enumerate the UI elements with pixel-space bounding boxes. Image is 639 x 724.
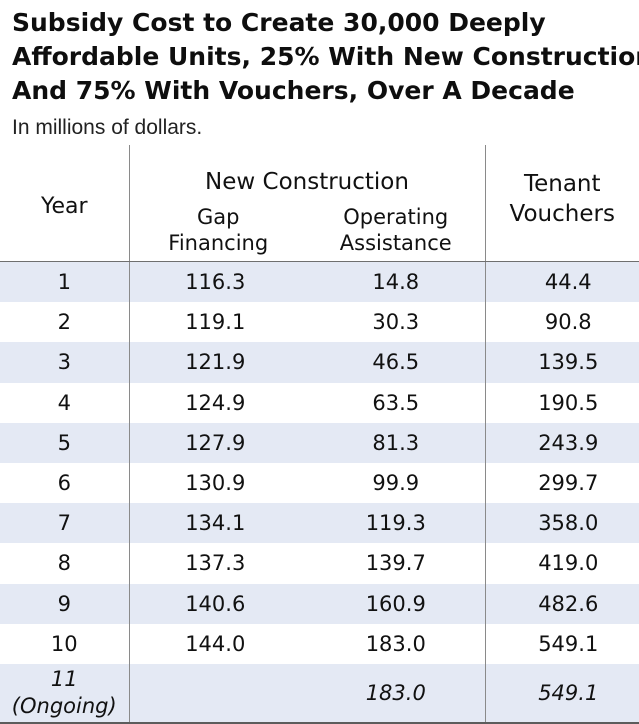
cell-year: 10 [0, 624, 129, 664]
cell-year: 2 [0, 302, 129, 342]
cell-tenant-vouchers: 549.1 [485, 624, 639, 664]
cell-year: 3 [0, 342, 129, 382]
cell-gap-financing: 124.9 [129, 383, 307, 423]
table-row: 4 124.9 63.5 190.5 [0, 383, 639, 423]
header-vouchers-line-1: Tenant [486, 169, 639, 199]
header-gap-line-2: Financing [130, 230, 308, 256]
cell-operating-assistance: 183.0 [307, 624, 485, 664]
table-row: 5 127.9 81.3 243.9 [0, 423, 639, 463]
cell-year: 8 [0, 543, 129, 583]
title-line-1: Subsidy Cost to Create 30,000 Deeply [12, 6, 632, 40]
cell-year: 7 [0, 503, 129, 543]
cell-operating-assistance: 183.0 [307, 664, 485, 723]
cell-tenant-vouchers: 139.5 [485, 342, 639, 382]
header-op-line-1: Operating [307, 204, 485, 230]
header-tenant-vouchers: Tenant Vouchers [485, 145, 639, 262]
cell-operating-assistance: 14.8 [307, 262, 485, 303]
header-new-construction-label: New Construction [205, 169, 409, 195]
table-row: 3 121.9 46.5 139.5 [0, 342, 639, 382]
cell-tenant-vouchers: 243.9 [485, 423, 639, 463]
table-title: Subsidy Cost to Create 30,000 Deeply Aff… [12, 6, 632, 108]
table-subtitle: In millions of dollars. [12, 116, 202, 140]
ongoing-year-number: 11 [0, 666, 129, 693]
table-header: Year New Construction Tenant Vouchers Ga… [0, 145, 639, 262]
cell-tenant-vouchers: 419.0 [485, 543, 639, 583]
table-row: 10 144.0 183.0 549.1 [0, 624, 639, 664]
table-row: 7 134.1 119.3 358.0 [0, 503, 639, 543]
header-operating-assistance: Operating Assistance [307, 199, 485, 262]
cell-gap-financing: 137.3 [129, 543, 307, 583]
cell-gap-financing: 119.1 [129, 302, 307, 342]
cell-gap-financing: 144.0 [129, 624, 307, 664]
cell-tenant-vouchers: 299.7 [485, 463, 639, 503]
cell-year: 4 [0, 383, 129, 423]
table-row: 1 116.3 14.8 44.4 [0, 262, 639, 303]
cell-year-ongoing: 11 (Ongoing) [0, 664, 129, 723]
cell-gap-financing: 140.6 [129, 584, 307, 624]
ongoing-year-note: (Ongoing) [0, 693, 129, 720]
cell-tenant-vouchers: 358.0 [485, 503, 639, 543]
title-line-3: And 75% With Vouchers, Over A Decade [12, 74, 632, 108]
header-year: Year [0, 145, 129, 262]
cell-operating-assistance: 160.9 [307, 584, 485, 624]
cell-tenant-vouchers: 190.5 [485, 383, 639, 423]
table-row: 9 140.6 160.9 482.6 [0, 584, 639, 624]
cell-operating-assistance: 63.5 [307, 383, 485, 423]
header-op-line-2: Assistance [307, 230, 485, 256]
table-row-ongoing: 11 (Ongoing) 183.0 549.1 [0, 664, 639, 723]
cell-operating-assistance: 46.5 [307, 342, 485, 382]
cell-tenant-vouchers: 482.6 [485, 584, 639, 624]
table-row: 2 119.1 30.3 90.8 [0, 302, 639, 342]
cell-gap-financing: 134.1 [129, 503, 307, 543]
cell-operating-assistance: 81.3 [307, 423, 485, 463]
cell-operating-assistance: 30.3 [307, 302, 485, 342]
title-line-2: Affordable Units, 25% With New Construct… [12, 40, 632, 74]
cell-year: 5 [0, 423, 129, 463]
cell-gap-financing: 127.9 [129, 423, 307, 463]
cell-tenant-vouchers: 549.1 [485, 664, 639, 723]
header-vouchers-line-2: Vouchers [486, 199, 639, 229]
cell-gap-financing: 130.9 [129, 463, 307, 503]
cell-gap-financing: 116.3 [129, 262, 307, 303]
table-row: 8 137.3 139.7 419.0 [0, 543, 639, 583]
table-body: 1 116.3 14.8 44.4 2 119.1 30.3 90.8 3 12… [0, 262, 639, 723]
header-new-construction: New Construction [129, 145, 485, 199]
cell-tenant-vouchers: 44.4 [485, 262, 639, 303]
cell-gap-financing: 121.9 [129, 342, 307, 382]
cell-gap-financing [129, 664, 307, 723]
cell-year: 9 [0, 584, 129, 624]
cell-operating-assistance: 99.9 [307, 463, 485, 503]
table-row: 6 130.9 99.9 299.7 [0, 463, 639, 503]
header-gap-financing: Gap Financing [129, 199, 307, 262]
cell-operating-assistance: 139.7 [307, 543, 485, 583]
header-gap-line-1: Gap [130, 204, 308, 230]
header-year-label: Year [41, 194, 88, 219]
cell-year: 6 [0, 463, 129, 503]
cell-operating-assistance: 119.3 [307, 503, 485, 543]
cell-year: 1 [0, 262, 129, 303]
cost-table: Year New Construction Tenant Vouchers Ga… [0, 145, 639, 724]
cell-tenant-vouchers: 90.8 [485, 302, 639, 342]
cost-table-container: Year New Construction Tenant Vouchers Ga… [0, 145, 639, 724]
